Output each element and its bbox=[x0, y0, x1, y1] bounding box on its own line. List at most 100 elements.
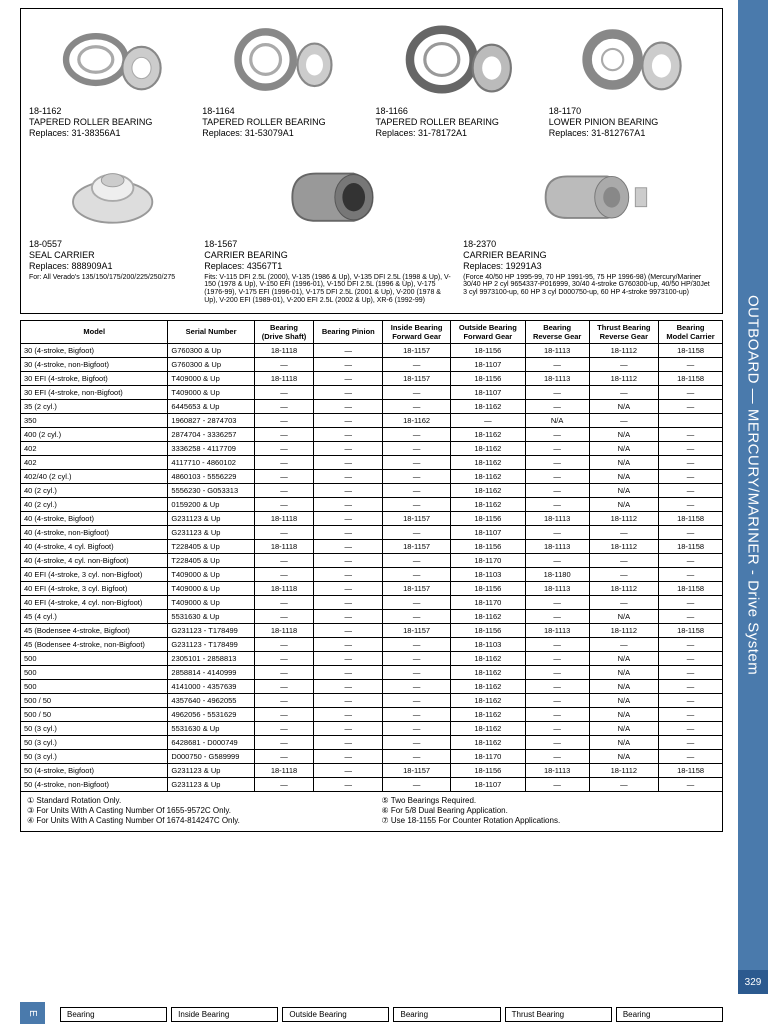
table-cell: 18-1113 bbox=[525, 511, 589, 525]
table-cell: — bbox=[383, 455, 451, 469]
table-cell: G231123 - T178499 bbox=[168, 637, 254, 651]
product-name: CARRIER BEARING bbox=[463, 250, 714, 261]
table-row: 40 (2 cyl.)0159200 & Up———18-1162—N/A— bbox=[21, 497, 723, 511]
table-cell: 18-1180 bbox=[525, 567, 589, 581]
table-cell: 18-1158 bbox=[659, 343, 723, 357]
table-cell: 5531630 & Up bbox=[168, 609, 254, 623]
table-row: 5004141000 - 4357639———18-1162—N/A— bbox=[21, 679, 723, 693]
table-cell: — bbox=[314, 469, 383, 483]
table-cell: — bbox=[383, 735, 451, 749]
table-row: 50 (3 cyl.)D000750 - G589999———18-1170—N… bbox=[21, 749, 723, 763]
table-cell: 18-1170 bbox=[450, 749, 525, 763]
table-cell: 50 (3 cyl.) bbox=[21, 749, 168, 763]
table-cell: 4357640 - 4962055 bbox=[168, 693, 254, 707]
table-cell: — bbox=[659, 553, 723, 567]
table-cell: — bbox=[525, 357, 589, 371]
table-cell: G231123 & Up bbox=[168, 763, 254, 777]
table-cell: — bbox=[525, 637, 589, 651]
product-sku: 18-2370 bbox=[463, 239, 714, 250]
table-cell: — bbox=[314, 609, 383, 623]
table-cell: — bbox=[314, 343, 383, 357]
table-cell: — bbox=[314, 623, 383, 637]
table-cell: G231123 & Up bbox=[168, 525, 254, 539]
table-cell: N/A bbox=[589, 497, 659, 511]
category-label: OUTBOARD — MERCURY/MARINER - Drive Syste… bbox=[745, 295, 762, 675]
table-row: 50 (3 cyl.)6428681 - D000749———18-1162—N… bbox=[21, 735, 723, 749]
table-cell: 350 bbox=[21, 413, 168, 427]
product-sku: 18-1164 bbox=[202, 106, 367, 117]
table-cell: 18-1107 bbox=[450, 525, 525, 539]
table-row: 40 (4-stroke, non-Bigfoot)G231123 & Up——… bbox=[21, 525, 723, 539]
table-cell: 30 (4-stroke, Bigfoot) bbox=[21, 343, 168, 357]
table-cell: — bbox=[314, 455, 383, 469]
table-cell: 18-1158 bbox=[659, 581, 723, 595]
product-replaces: Replaces: 19291A3 bbox=[463, 261, 714, 272]
table-cell: 30 (4-stroke, non-Bigfoot) bbox=[21, 357, 168, 371]
product-card: 18-2370 CARRIER BEARING Replaces: 19291A… bbox=[463, 150, 714, 304]
table-cell: — bbox=[254, 441, 313, 455]
table-cell: G760300 & Up bbox=[168, 357, 254, 371]
table-cell: 18-1103 bbox=[450, 637, 525, 651]
table-cell: 18-1103 bbox=[450, 567, 525, 581]
table-cell: — bbox=[314, 399, 383, 413]
table-cell: — bbox=[659, 357, 723, 371]
table-cell: — bbox=[659, 427, 723, 441]
table-cell: — bbox=[525, 497, 589, 511]
table-cell: 1960827 - 2874703 bbox=[168, 413, 254, 427]
table-cell: — bbox=[525, 721, 589, 735]
table-cell: 18-1112 bbox=[589, 343, 659, 357]
table-cell bbox=[659, 413, 723, 427]
table-cell: 18-1157 bbox=[383, 343, 451, 357]
table-cell: 18-1156 bbox=[450, 371, 525, 385]
table-cell: — bbox=[525, 609, 589, 623]
table-cell: — bbox=[525, 693, 589, 707]
table-cell: 45 (4 cyl.) bbox=[21, 609, 168, 623]
table-cell: — bbox=[314, 651, 383, 665]
product-image bbox=[463, 150, 714, 235]
table-cell: 45 (Bodensee 4-stroke, Bigfoot) bbox=[21, 623, 168, 637]
bearing-table: ModelSerial NumberBearing(Drive Shaft)Be… bbox=[20, 320, 723, 792]
table-cell: 45 (Bodensee 4-stroke, non-Bigfoot) bbox=[21, 637, 168, 651]
product-name: SEAL CARRIER bbox=[29, 250, 196, 261]
table-cell: 18-1156 bbox=[450, 539, 525, 553]
table-cell: 18-1162 bbox=[450, 441, 525, 455]
table-cell: — bbox=[383, 441, 451, 455]
table-cell: — bbox=[525, 707, 589, 721]
table-cell: — bbox=[314, 525, 383, 539]
table-cell: 18-1107 bbox=[450, 777, 525, 791]
table-header: Outside BearingForward Gear bbox=[450, 320, 525, 343]
product-name: TAPERED ROLLER BEARING bbox=[376, 117, 541, 128]
table-cell: — bbox=[383, 553, 451, 567]
product-card: 18-1166 TAPERED ROLLER BEARING Replaces:… bbox=[376, 17, 541, 138]
table-cell: — bbox=[525, 385, 589, 399]
table-cell: — bbox=[659, 693, 723, 707]
table-cell: 500 bbox=[21, 665, 168, 679]
table-cell: T409000 & Up bbox=[168, 371, 254, 385]
table-cell: 40 (4-stroke, 4 cyl. non-Bigfoot) bbox=[21, 553, 168, 567]
table-cell: D000750 - G589999 bbox=[168, 749, 254, 763]
table-cell: 18-1157 bbox=[383, 763, 451, 777]
table-cell: — bbox=[659, 469, 723, 483]
table-cell: — bbox=[589, 637, 659, 651]
table-cell: 18-1112 bbox=[589, 511, 659, 525]
table-cell: 5556230 - G053313 bbox=[168, 483, 254, 497]
table-cell: — bbox=[254, 777, 313, 791]
table-cell: — bbox=[383, 385, 451, 399]
table-cell: — bbox=[254, 497, 313, 511]
table-cell: G231123 & Up bbox=[168, 511, 254, 525]
table-cell: 18-1158 bbox=[659, 371, 723, 385]
bottom-header-cell: Inside Bearing bbox=[171, 1007, 278, 1022]
table-cell: — bbox=[314, 735, 383, 749]
table-cell: 18-1162 bbox=[450, 735, 525, 749]
table-row: 500 / 504962056 - 5531629———18-1162—N/A— bbox=[21, 707, 723, 721]
table-cell: 18-1112 bbox=[589, 371, 659, 385]
table-cell: 18-1162 bbox=[450, 483, 525, 497]
table-cell: 50 (4-stroke, Bigfoot) bbox=[21, 763, 168, 777]
bottom-header-row: BearingInside BearingOutside BearingBear… bbox=[60, 1007, 723, 1022]
table-cell: 18-1118 bbox=[254, 763, 313, 777]
product-card: 18-1164 TAPERED ROLLER BEARING Replaces:… bbox=[202, 17, 367, 138]
table-row: 45 (Bodensee 4-stroke, non-Bigfoot)G2311… bbox=[21, 637, 723, 651]
product-note: (Force 40/50 HP 1995-99, 70 HP 1991-95, … bbox=[463, 274, 714, 297]
table-row: 50 (4-stroke, non-Bigfoot)G231123 & Up——… bbox=[21, 777, 723, 791]
table-cell: — bbox=[525, 525, 589, 539]
